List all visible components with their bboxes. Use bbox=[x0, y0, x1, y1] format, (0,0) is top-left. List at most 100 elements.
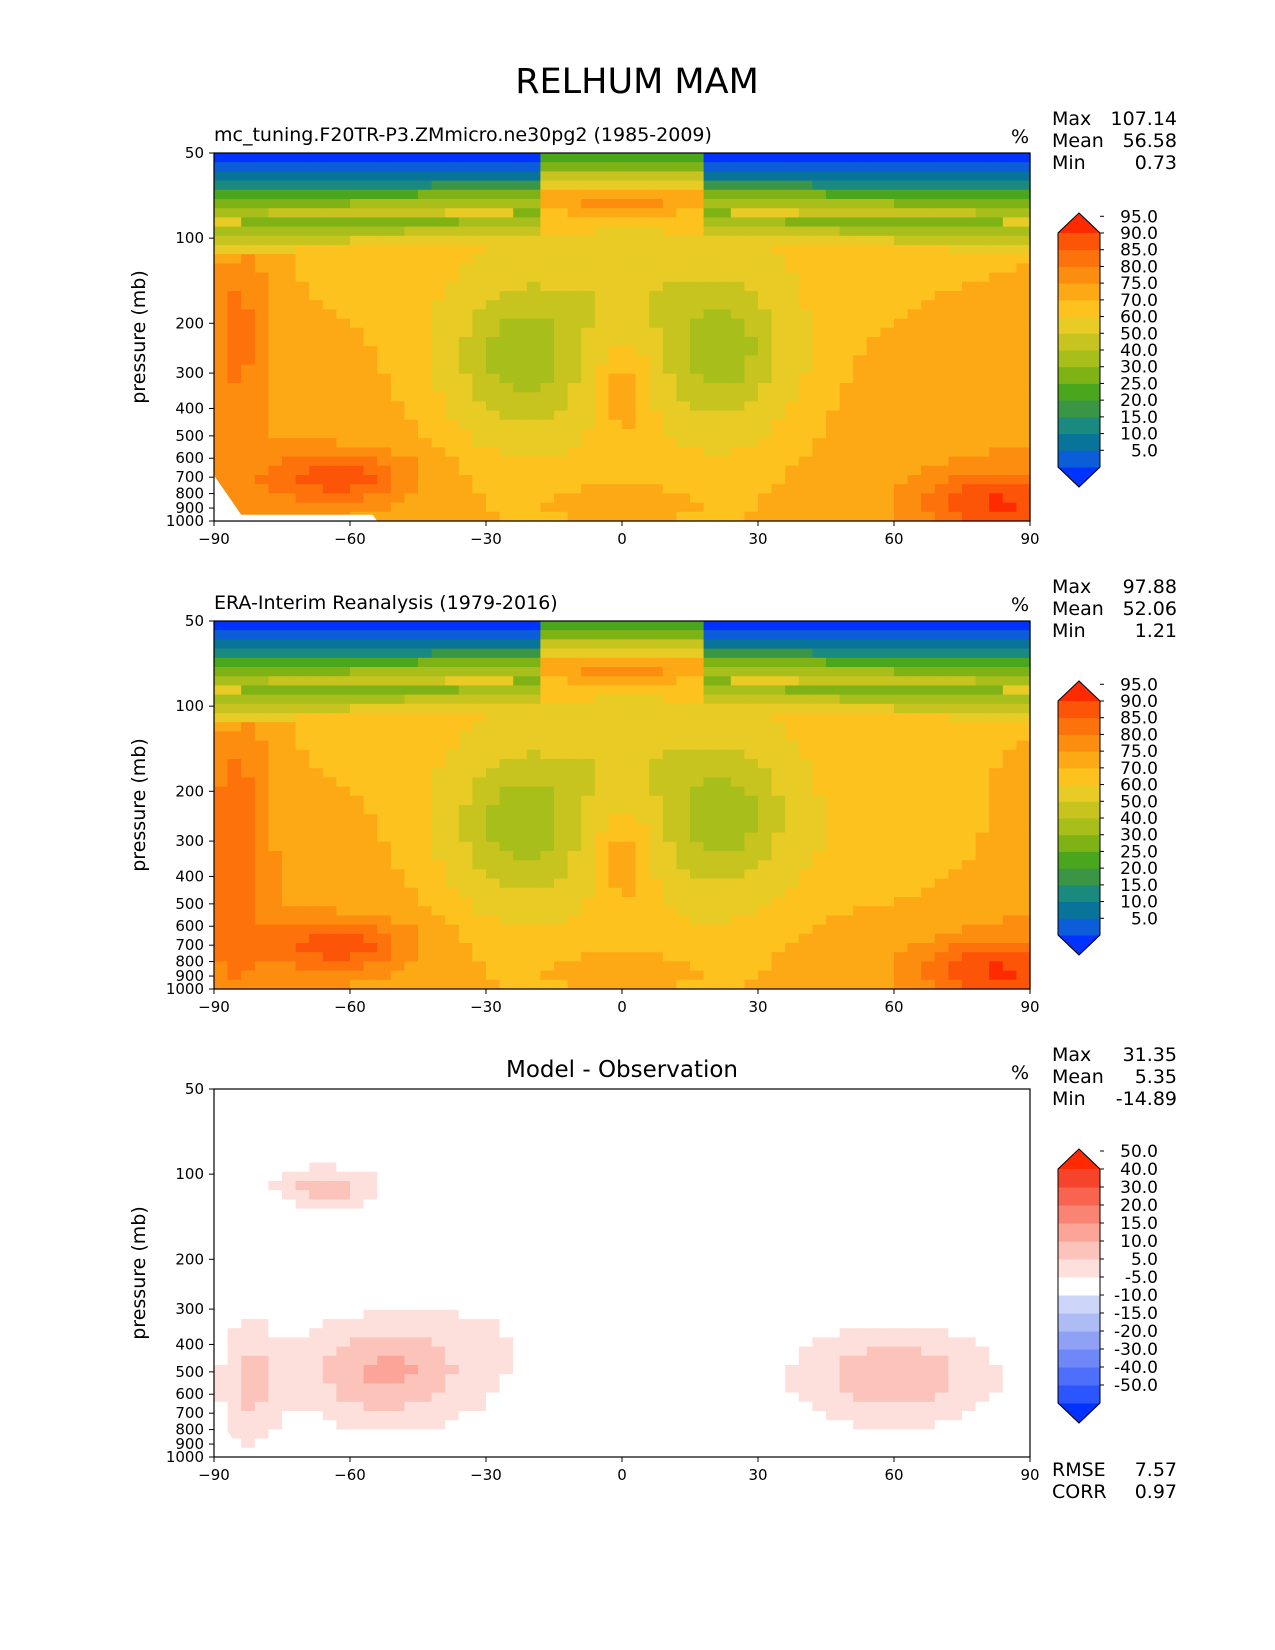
contour-cell bbox=[662, 713, 677, 723]
contour-cell bbox=[431, 648, 446, 659]
contour-cell bbox=[771, 171, 786, 182]
contour-cell bbox=[567, 657, 582, 668]
contour-cell bbox=[839, 235, 854, 246]
contour-cell bbox=[649, 272, 664, 283]
contour-cell bbox=[1016, 346, 1031, 356]
contour-cell bbox=[703, 346, 718, 356]
contour-cell bbox=[458, 887, 473, 898]
contour-cell bbox=[730, 878, 745, 889]
contour-cell bbox=[295, 749, 310, 760]
contour-cell bbox=[404, 429, 419, 439]
contour-cell bbox=[649, 217, 664, 228]
contour-cell bbox=[540, 199, 555, 209]
contour-cell bbox=[1016, 401, 1031, 412]
contour-cell bbox=[540, 878, 555, 889]
contour-cell bbox=[866, 171, 881, 182]
contour-cell bbox=[703, 438, 718, 448]
contour-cell bbox=[513, 263, 528, 274]
contour-cell bbox=[472, 979, 487, 990]
contour-cell bbox=[458, 272, 473, 283]
contour-cell bbox=[377, 759, 392, 769]
contour-cell bbox=[649, 300, 664, 310]
contour-cell bbox=[227, 484, 242, 494]
contour-cell bbox=[567, 456, 582, 467]
contour-cell bbox=[241, 694, 256, 705]
contour-cell bbox=[350, 465, 365, 476]
contour-cell bbox=[989, 189, 1004, 200]
contour-cell bbox=[730, 832, 745, 843]
contour-cell bbox=[989, 749, 1004, 760]
contour-cell bbox=[268, 162, 283, 172]
contour-cell bbox=[390, 263, 405, 274]
contour-cell bbox=[1002, 511, 1017, 522]
contour-cell bbox=[989, 291, 1004, 301]
contour-cell bbox=[581, 327, 596, 338]
contour-cell bbox=[554, 309, 569, 320]
colorbar-extension-high bbox=[1058, 213, 1100, 233]
contour-cell bbox=[758, 630, 773, 640]
contour-cell bbox=[662, 731, 677, 742]
contour-cell bbox=[472, 226, 487, 237]
contour-cell bbox=[921, 272, 936, 283]
contour-cell bbox=[513, 327, 528, 338]
contour-cell bbox=[853, 639, 868, 650]
contour-cell bbox=[472, 759, 487, 769]
contour-cell bbox=[921, 667, 936, 677]
contour-cell bbox=[703, 291, 718, 301]
contour-cell bbox=[662, 364, 677, 375]
contour-cell bbox=[282, 979, 297, 990]
contour-cell bbox=[472, 281, 487, 292]
contour-cell bbox=[798, 502, 813, 513]
contour-cell bbox=[934, 979, 949, 990]
contour-cell bbox=[445, 731, 460, 742]
contour-cell bbox=[785, 970, 800, 981]
contour-cell bbox=[771, 318, 786, 329]
contour-cell bbox=[649, 484, 664, 494]
contour-cell bbox=[363, 768, 378, 778]
contour-cell bbox=[472, 943, 487, 953]
contour-cell bbox=[948, 915, 963, 926]
contour-cell bbox=[662, 373, 677, 384]
contour-cell bbox=[635, 814, 650, 824]
contour-cell bbox=[934, 429, 949, 439]
contour-cell bbox=[472, 694, 487, 705]
contour-cell bbox=[567, 639, 582, 650]
contour-cell bbox=[227, 300, 242, 310]
contour-cell bbox=[472, 217, 487, 228]
contour-cell bbox=[662, 703, 677, 714]
contour-cell bbox=[608, 786, 623, 797]
contour-cell bbox=[350, 841, 365, 852]
contour-cell bbox=[730, 511, 745, 522]
contour-cell bbox=[853, 740, 868, 751]
contour-cell bbox=[581, 860, 596, 870]
contour-cell bbox=[268, 777, 283, 788]
contour-cell bbox=[431, 952, 446, 962]
contour-cell bbox=[377, 630, 392, 640]
contour-cell bbox=[635, 851, 650, 861]
colorbar-band bbox=[1058, 450, 1100, 468]
contour-cell bbox=[363, 300, 378, 310]
contour-cell bbox=[309, 943, 324, 953]
contour-cell bbox=[826, 511, 841, 522]
contour-cell bbox=[282, 171, 297, 182]
contour-cell bbox=[826, 189, 841, 200]
contour-cell bbox=[445, 309, 460, 320]
contour-cell bbox=[472, 502, 487, 513]
contour-cell bbox=[445, 226, 460, 237]
contour-cell bbox=[499, 502, 514, 513]
contour-cell bbox=[472, 639, 487, 650]
contour-cell bbox=[703, 878, 718, 889]
contour-cell bbox=[744, 337, 759, 347]
contour-cell bbox=[227, 860, 242, 870]
contour-cell bbox=[662, 869, 677, 880]
contour-cell bbox=[295, 685, 310, 696]
contour-cell bbox=[418, 657, 433, 668]
contour-cell bbox=[798, 667, 813, 677]
contour-cell bbox=[948, 749, 963, 760]
contour-cell bbox=[934, 153, 949, 163]
contour-cell bbox=[581, 731, 596, 742]
contour-cell bbox=[282, 300, 297, 310]
contour-cell bbox=[676, 786, 691, 797]
contour-cell bbox=[309, 961, 324, 972]
contour-cell bbox=[812, 465, 827, 476]
